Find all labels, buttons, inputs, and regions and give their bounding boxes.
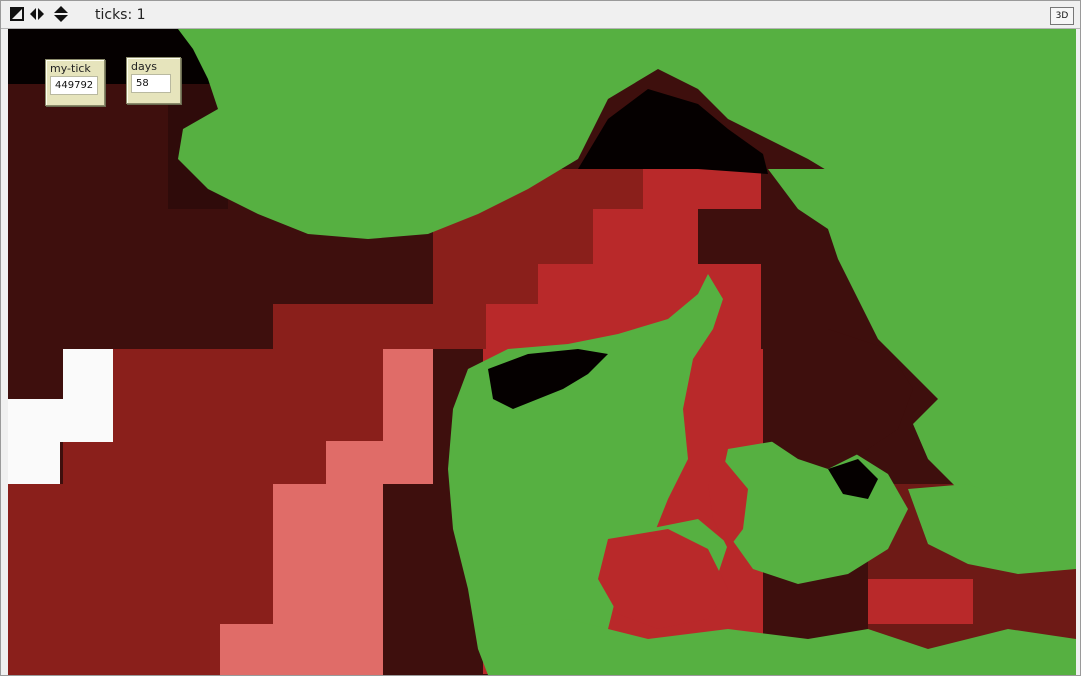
my-tick-value: 449792 — [50, 76, 99, 95]
world-map-view[interactable]: my-tick 449792 days 58 — [8, 29, 1076, 675]
sweden-land — [768, 169, 1076, 549]
oslofjord-deep-area — [578, 89, 768, 174]
baltic-strait-water — [598, 529, 728, 629]
skane-land — [908, 484, 1076, 574]
kattegat-dark-sea — [768, 329, 913, 469]
days-monitor: days 58 — [126, 57, 181, 104]
edit-world-icon[interactable] — [9, 6, 25, 22]
map-canvas — [8, 29, 1076, 675]
ticks-counter: ticks: 1 — [95, 7, 146, 23]
vertical-arrows-icon[interactable] — [53, 6, 69, 22]
germany-land — [488, 619, 1076, 675]
horizontal-arrows-icon[interactable] — [29, 6, 45, 22]
limfjord-water — [488, 349, 608, 409]
sound-black-water — [828, 459, 878, 499]
view-toolbar: ticks: 1 3D — [1, 1, 1080, 29]
my-tick-label: my-tick — [50, 62, 91, 75]
my-tick-monitor: my-tick 449792 — [45, 59, 105, 106]
days-value: 58 — [131, 74, 171, 93]
norway-land — [178, 29, 1076, 329]
3d-view-button[interactable]: 3D — [1050, 7, 1074, 25]
days-label: days — [131, 60, 157, 73]
great-belt-water — [708, 459, 748, 549]
